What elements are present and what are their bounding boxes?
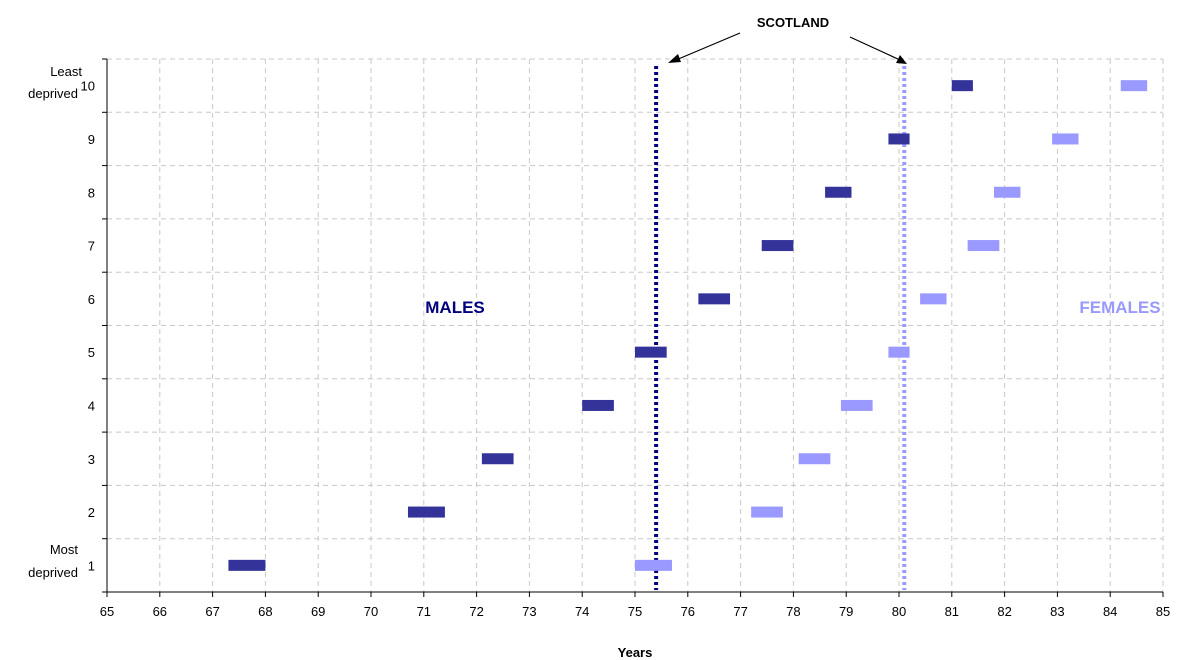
females-bar — [920, 293, 947, 305]
x-tick-label: 70 — [364, 604, 378, 619]
y-tick-label: 8 — [88, 185, 95, 200]
females-bar — [994, 186, 1021, 198]
y-tick-label: 1 — [88, 558, 95, 573]
females-bar — [1052, 133, 1079, 145]
data-marks — [228, 80, 1148, 571]
females-bar — [1120, 80, 1148, 92]
males-bar — [481, 453, 514, 465]
y-tick-label: 6 — [88, 292, 95, 307]
x-tick-label: 79 — [839, 604, 853, 619]
x-tick-label: 82 — [997, 604, 1011, 619]
females-bar — [967, 240, 1000, 252]
y-label-most-deprived: deprived — [28, 565, 78, 580]
males-bar — [888, 133, 910, 145]
y-tick-label: 5 — [88, 345, 95, 360]
males-bar — [635, 346, 667, 358]
x-tick-label: 73 — [522, 604, 536, 619]
axis-layer — [106, 59, 1163, 593]
x-tick-label: 72 — [469, 604, 483, 619]
females-bar — [751, 506, 783, 518]
x-axis-title: Years — [618, 645, 653, 660]
arrow-to-females-line — [849, 36, 901, 61]
grid-layer — [102, 58, 1164, 597]
x-tick-label: 80 — [892, 604, 906, 619]
females-bar — [798, 453, 831, 465]
females-label: FEMALES — [1079, 298, 1160, 317]
x-tick-label: 66 — [153, 604, 167, 619]
females-bar — [888, 346, 910, 358]
males-label: MALES — [425, 298, 485, 317]
males-bar — [825, 186, 852, 198]
x-tick-label: 85 — [1156, 604, 1170, 619]
males-bar — [407, 506, 445, 518]
x-tick-label: 69 — [311, 604, 325, 619]
males-bar — [582, 399, 614, 411]
y-tick-label: 2 — [88, 505, 95, 520]
y-tick-label: 7 — [88, 239, 95, 254]
y-tick-label: 9 — [88, 132, 95, 147]
x-tick-label: 68 — [258, 604, 272, 619]
scotland-annotation: SCOTLAND — [757, 15, 829, 30]
x-tick-label: 81 — [945, 604, 959, 619]
y-tick-label: 10 — [81, 79, 95, 94]
x-tick-label: 77 — [733, 604, 747, 619]
x-tick-label: 75 — [628, 604, 642, 619]
x-tick-label: 67 — [205, 604, 219, 619]
y-label-least: Least — [50, 64, 82, 79]
x-tick-label: 65 — [100, 604, 114, 619]
y-tick-label: 4 — [88, 398, 95, 413]
x-tick-label: 78 — [786, 604, 800, 619]
arrow-to-females-head — [896, 55, 907, 64]
y-label-most: Most — [50, 542, 79, 557]
x-tick-label: 83 — [1050, 604, 1064, 619]
males-bar — [698, 293, 731, 305]
arrow-to-males-line — [675, 32, 741, 61]
females-bar — [840, 399, 873, 411]
y-label-least-deprived: deprived — [28, 86, 78, 101]
x-tick-label: 74 — [575, 604, 589, 619]
y-tick-labels: 1 2 3 4 5 6 7 8 9 10 — [81, 79, 95, 574]
males-bar — [761, 240, 794, 252]
x-tick-label: 84 — [1103, 604, 1117, 619]
x-tick-labels: 65 66 67 68 69 70 71 72 73 74 75 76 77 78 79 80 81 82 83 84… — [100, 604, 1170, 619]
y-tick-label: 3 — [88, 452, 95, 467]
females-bar — [635, 559, 672, 571]
males-bar — [951, 80, 973, 92]
arrow-to-males-head — [668, 54, 681, 63]
x-tick-label: 76 — [681, 604, 695, 619]
males-bar — [228, 559, 266, 571]
scotland-arrows — [668, 32, 907, 64]
x-tick-label: 71 — [417, 604, 431, 619]
